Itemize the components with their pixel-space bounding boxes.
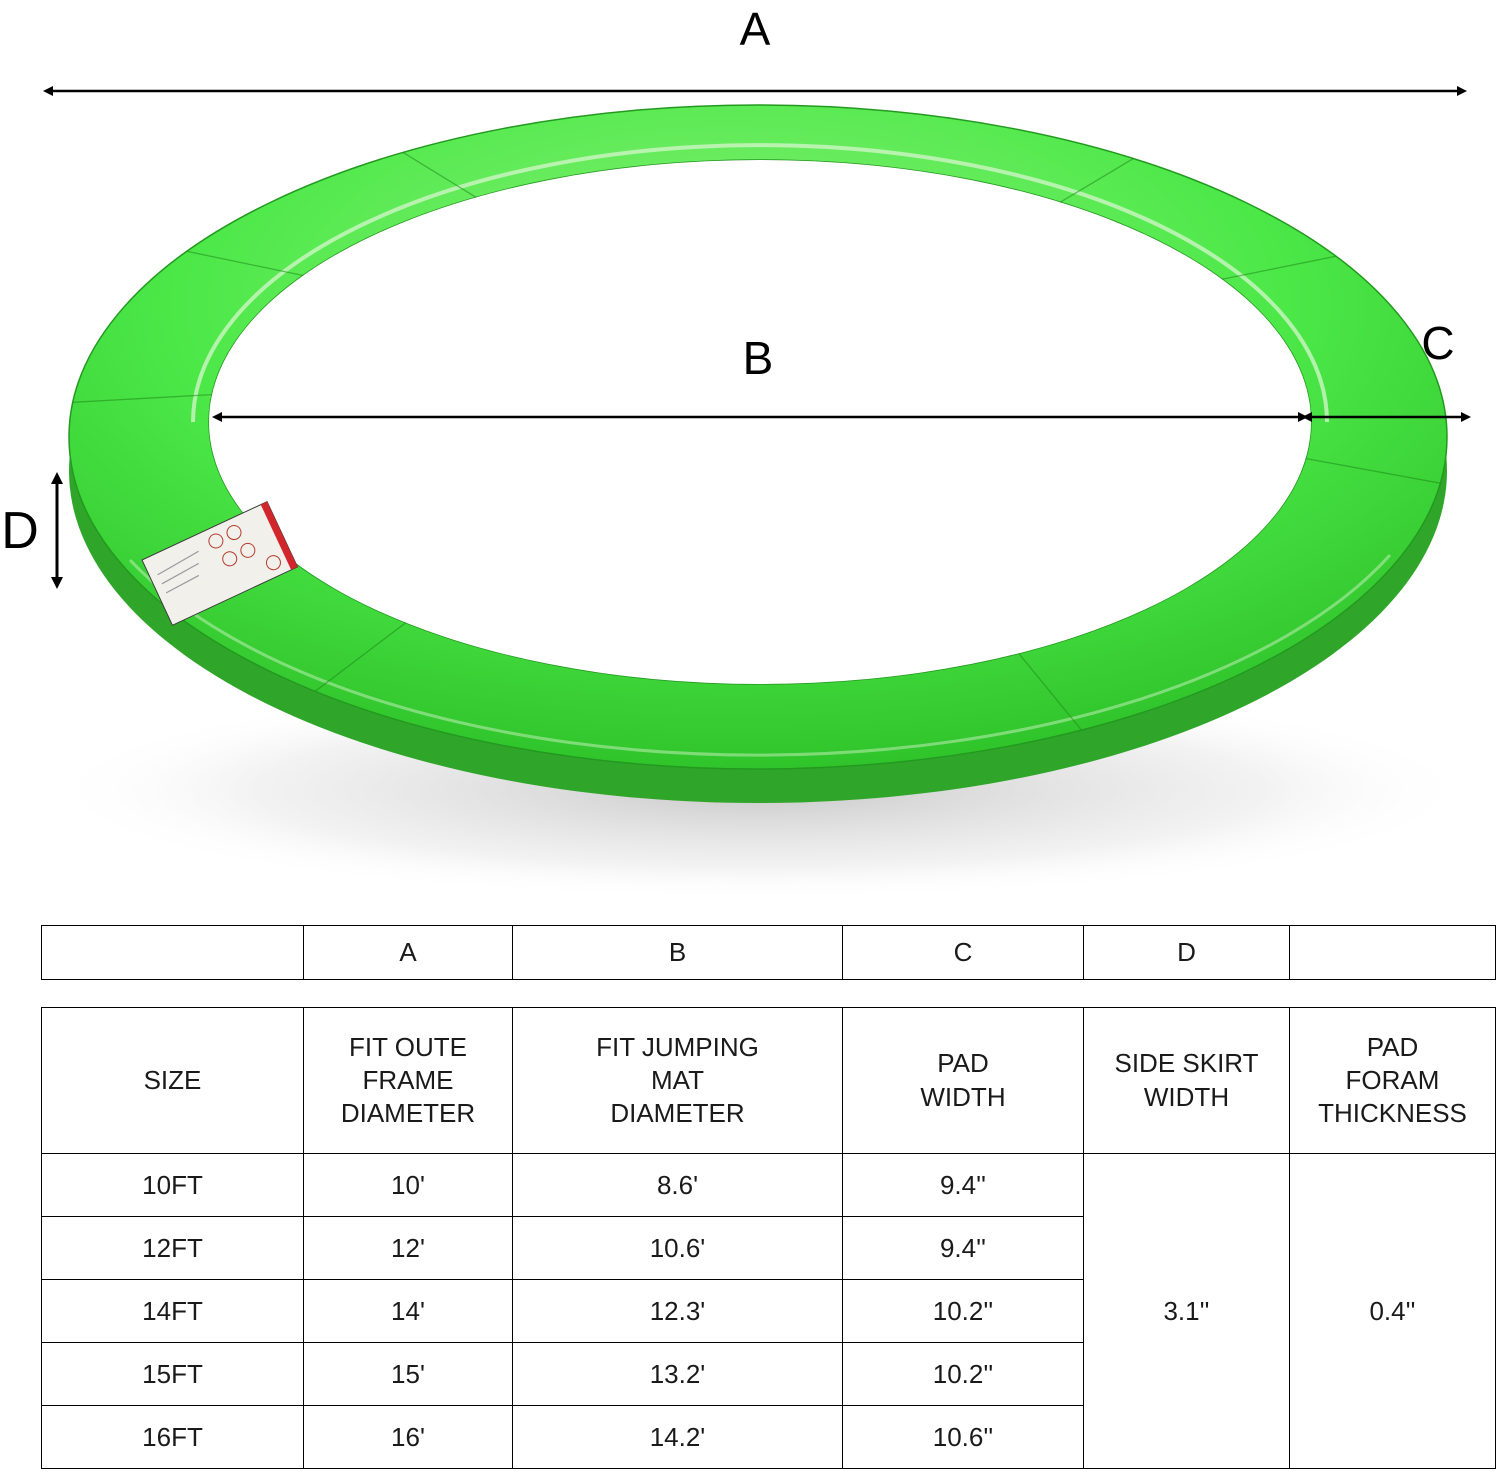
svg-text:B: B: [743, 332, 774, 384]
svg-text:D: D: [1, 502, 39, 560]
svg-text:A: A: [740, 3, 771, 55]
svg-text:C: C: [1421, 317, 1454, 369]
